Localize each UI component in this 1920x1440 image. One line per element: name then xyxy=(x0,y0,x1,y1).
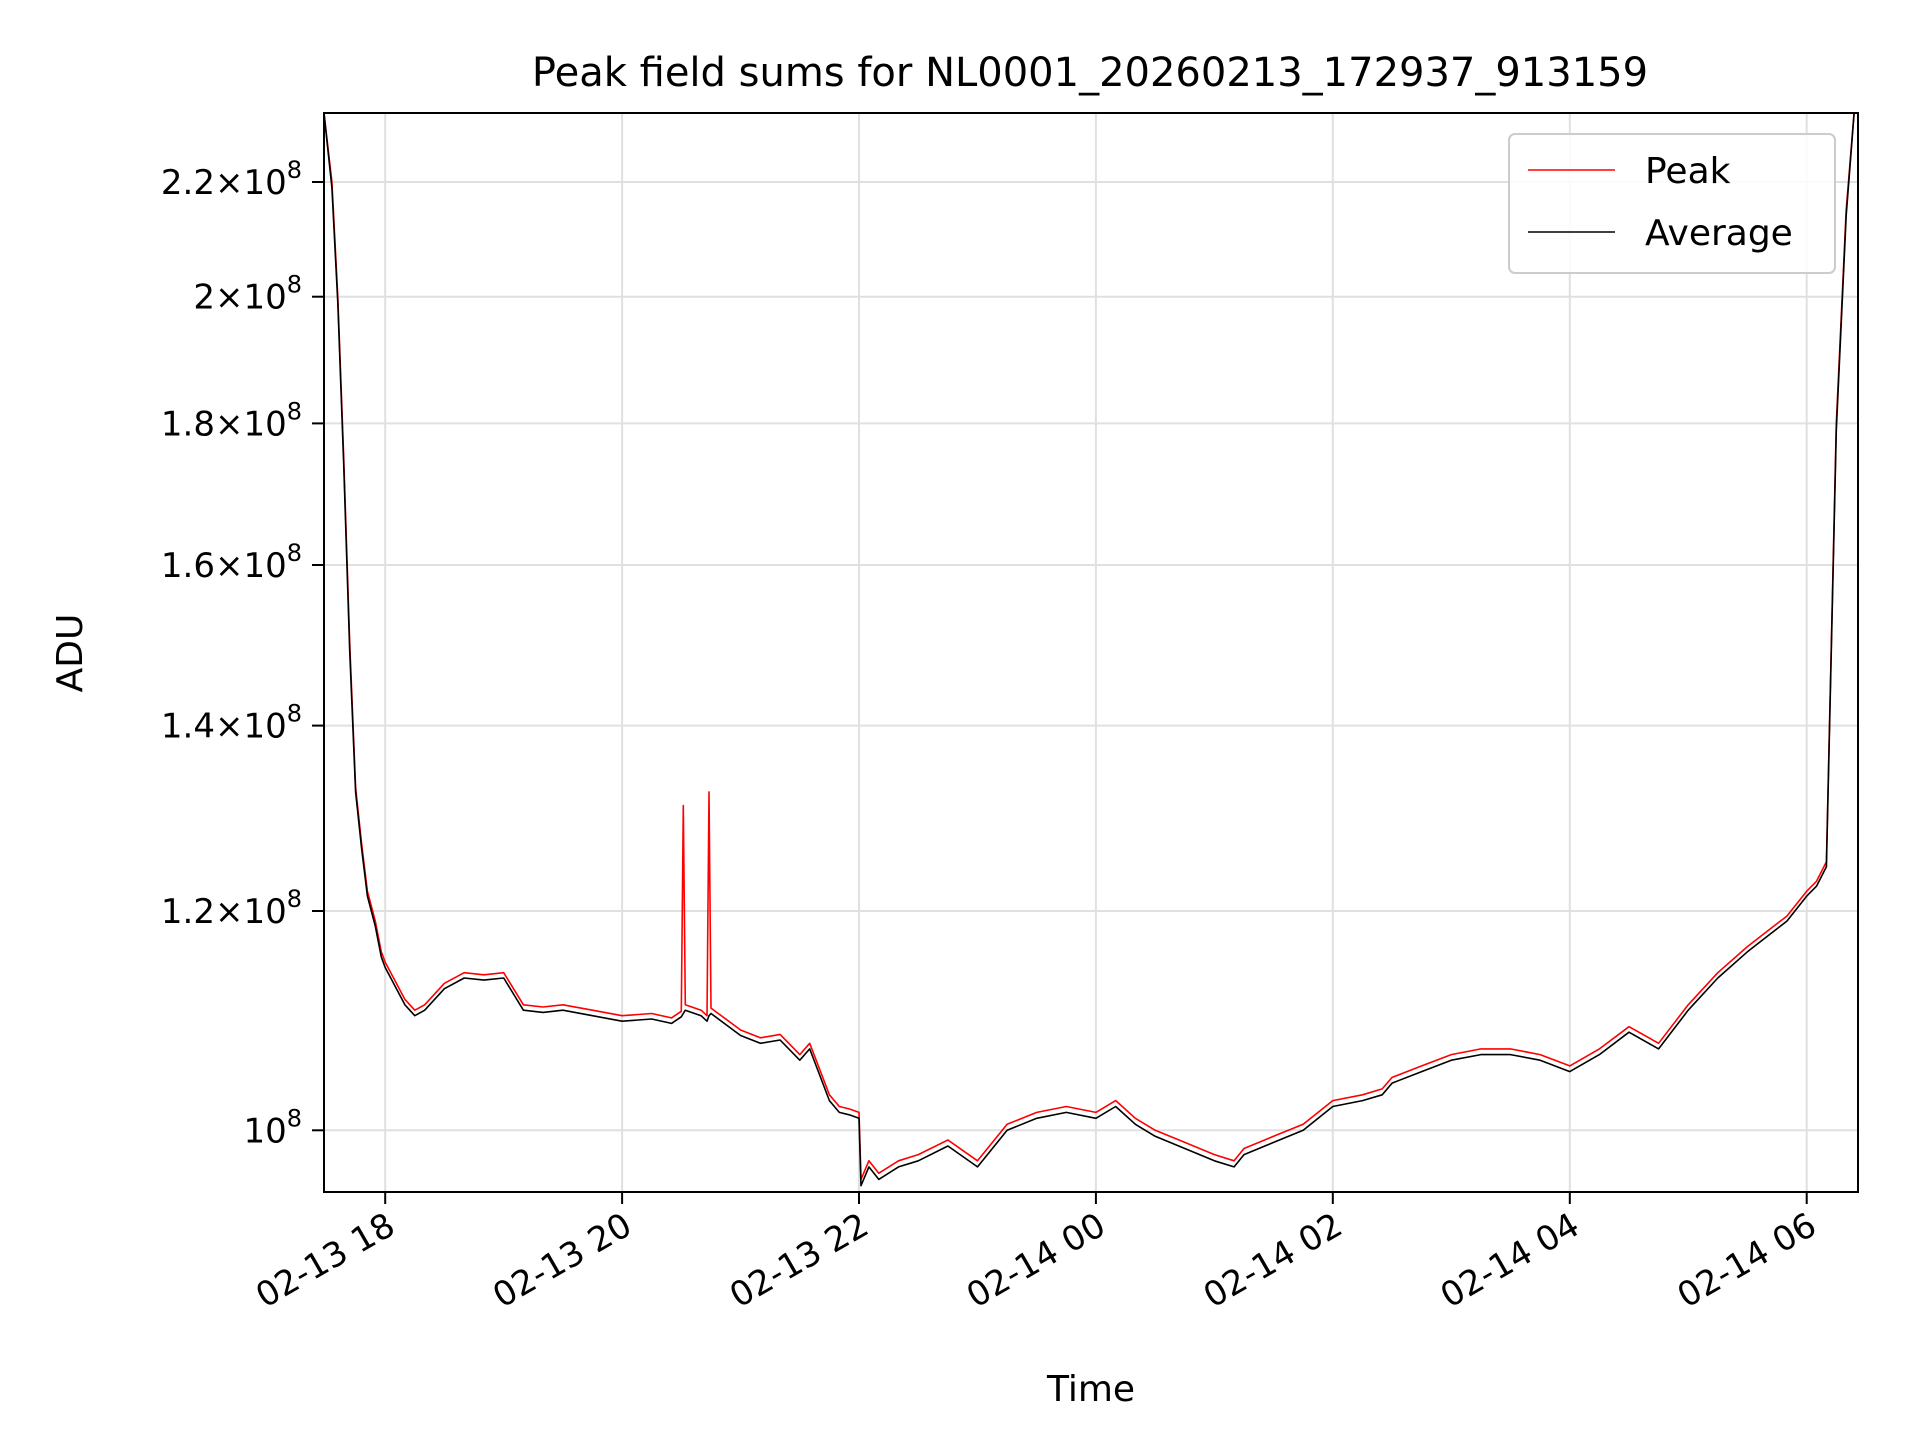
legend: Peak Average xyxy=(1508,133,1836,274)
series-line-peak xyxy=(324,113,1855,1181)
plot-area-frame xyxy=(323,112,1859,1193)
y-tick-label: 1.4×108 xyxy=(161,700,302,747)
y-axis-label: ADU xyxy=(50,614,91,693)
series-line-average xyxy=(324,113,1855,1187)
y-tick-label: 1.6×108 xyxy=(161,539,302,586)
legend-label-average: Average xyxy=(1645,213,1793,254)
y-tick-label: 108 xyxy=(243,1104,302,1151)
y-tick-label: 1.2×108 xyxy=(161,885,302,932)
legend-label-peak: Peak xyxy=(1645,151,1731,192)
chart-title: Peak field sums for NL0001_20260213_1729… xyxy=(532,50,1648,96)
y-tick-label: 2×108 xyxy=(193,271,302,318)
legend-box xyxy=(1508,133,1836,274)
y-tick-label: 2.2×108 xyxy=(161,156,302,203)
y-axis: 108 1.2×108 1.4×108 1.6×108 1.8×108 2×108 2.2×… xyxy=(161,156,324,1151)
series-layer xyxy=(324,113,1855,1187)
y-tick-label: 1.8×108 xyxy=(161,397,302,444)
grid xyxy=(324,113,1858,1192)
x-axis-label: Time xyxy=(1046,1369,1135,1410)
